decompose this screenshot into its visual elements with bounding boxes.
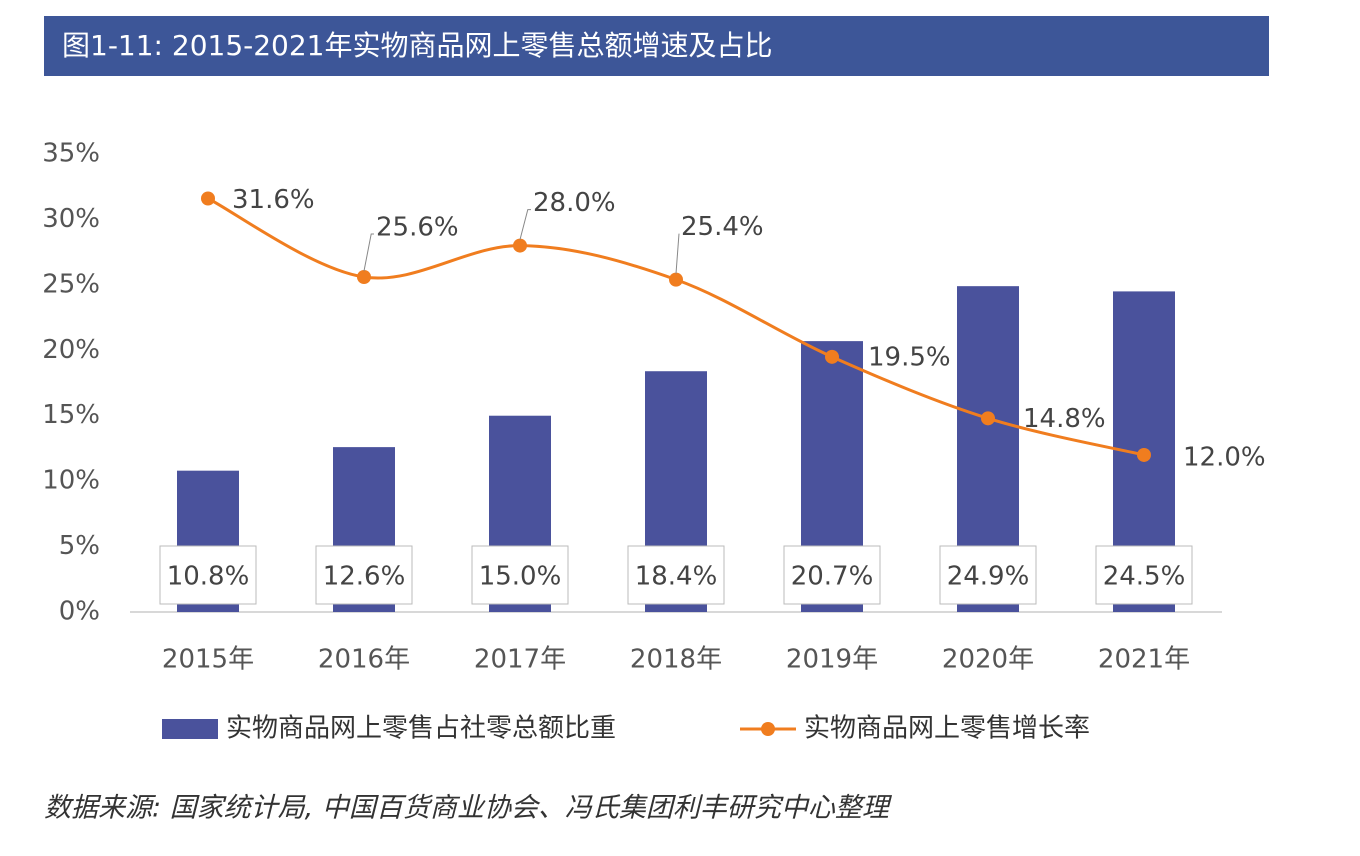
line-value-label: 31.6%: [232, 185, 315, 215]
y-tick-label: 20%: [42, 335, 100, 365]
value-label-box: [939, 545, 1037, 605]
y-tick-label: 15%: [42, 400, 100, 430]
leader-line: [675, 233, 680, 274]
source-note: 数据来源: 国家统计局, 中国百货商业协会、冯氏集团利丰研究中心整理: [44, 793, 893, 824]
line-value-label: 19.5%: [868, 342, 951, 372]
bar-value-label: 10.8%: [167, 562, 250, 592]
bar-value-label: 24.9%: [947, 562, 1030, 592]
line-point: [981, 411, 995, 426]
x-tick-label: 2021年: [1098, 645, 1190, 675]
chart-title: 图1-11: 2015-2021年实物商品网上零售总额增速及占比: [62, 29, 773, 62]
line-value-label: 25.4%: [681, 212, 764, 242]
legend-swatch: [162, 719, 218, 739]
value-label-box: [627, 545, 725, 605]
line-value-label: 12.0%: [1183, 442, 1266, 472]
x-tick-label: 2017年: [474, 645, 566, 675]
legend-label: 实物商品网上零售占社零总额比重: [226, 714, 616, 744]
leader-line: [363, 233, 374, 272]
x-tick-label: 2016年: [318, 645, 410, 675]
leader-line: [519, 209, 531, 240]
bar-value-label: 15.0%: [479, 562, 562, 592]
bar-value-label: 12.6%: [323, 562, 406, 592]
legend-label: 实物商品网上零售增长率: [804, 714, 1090, 744]
line-value-label: 14.8%: [1023, 404, 1106, 434]
title-bar: [44, 16, 1269, 76]
line-value-label: 25.6%: [376, 213, 459, 243]
value-label-box: [783, 545, 881, 605]
value-label-box: [159, 545, 257, 605]
legend-swatch-dot: [761, 722, 775, 736]
line-point: [825, 349, 839, 364]
y-tick-label: 35%: [42, 139, 100, 169]
y-tick-label: 25%: [42, 269, 100, 299]
y-tick-label: 0%: [59, 597, 100, 627]
y-tick-label: 10%: [42, 466, 100, 496]
y-tick-label: 30%: [42, 204, 100, 234]
line-point: [357, 270, 371, 285]
x-tick-label: 2015年: [162, 645, 254, 675]
line-point: [201, 191, 215, 206]
x-tick-label: 2019年: [786, 645, 878, 675]
x-tick-label: 2018年: [630, 645, 722, 675]
line-value-label: 28.0%: [533, 188, 616, 218]
bar-value-label: 18.4%: [635, 562, 718, 592]
bar-value-label: 20.7%: [791, 562, 874, 592]
line-point: [1137, 447, 1151, 462]
bar-value-label: 24.5%: [1103, 562, 1186, 592]
value-label-box: [471, 545, 569, 605]
x-tick-label: 2020年: [942, 645, 1034, 675]
value-label-box: [1095, 545, 1193, 605]
y-tick-label: 5%: [59, 531, 100, 561]
value-label-box: [315, 545, 413, 605]
line-point: [669, 272, 683, 287]
line-point: [513, 238, 527, 253]
